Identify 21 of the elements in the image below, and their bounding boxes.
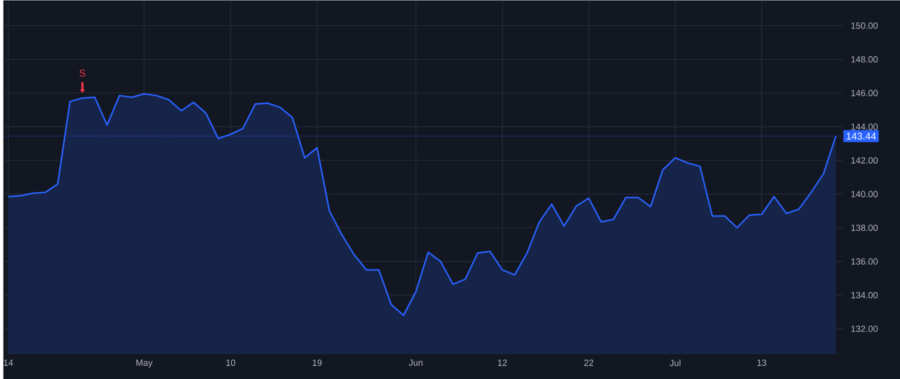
annotation: S (80, 70, 86, 77)
x-tick-label: 10 (226, 360, 236, 366)
ref-line-label: 143.44 (846, 132, 876, 140)
x-tick-label: Jul (670, 360, 680, 366)
x-tick-label: 14 (4, 360, 13, 366)
y-tick-label: 132.00 (851, 326, 878, 332)
y-tick-label: 146.00 (851, 90, 878, 96)
y-tick-label: 142.00 (851, 157, 878, 164)
y-tick-label: 136.00 (851, 258, 878, 265)
x-tick-label: 22 (584, 360, 594, 366)
y-tick-label: 138.00 (851, 224, 878, 231)
x-tick-label: Jun (408, 360, 422, 366)
y-tick-label: 140.00 (851, 190, 878, 198)
x-tick-label: 12 (498, 360, 507, 366)
y-tick-label: 148.00 (851, 56, 878, 63)
y-tick-label: 144.00 (851, 124, 878, 130)
y-tick-label: 150.00 (851, 22, 878, 29)
y-tick-label: 134.00 (851, 292, 878, 298)
x-tick-label: May (136, 360, 153, 368)
x-tick-label: 19 (312, 360, 322, 366)
x-tick-label: 13 (757, 360, 766, 366)
